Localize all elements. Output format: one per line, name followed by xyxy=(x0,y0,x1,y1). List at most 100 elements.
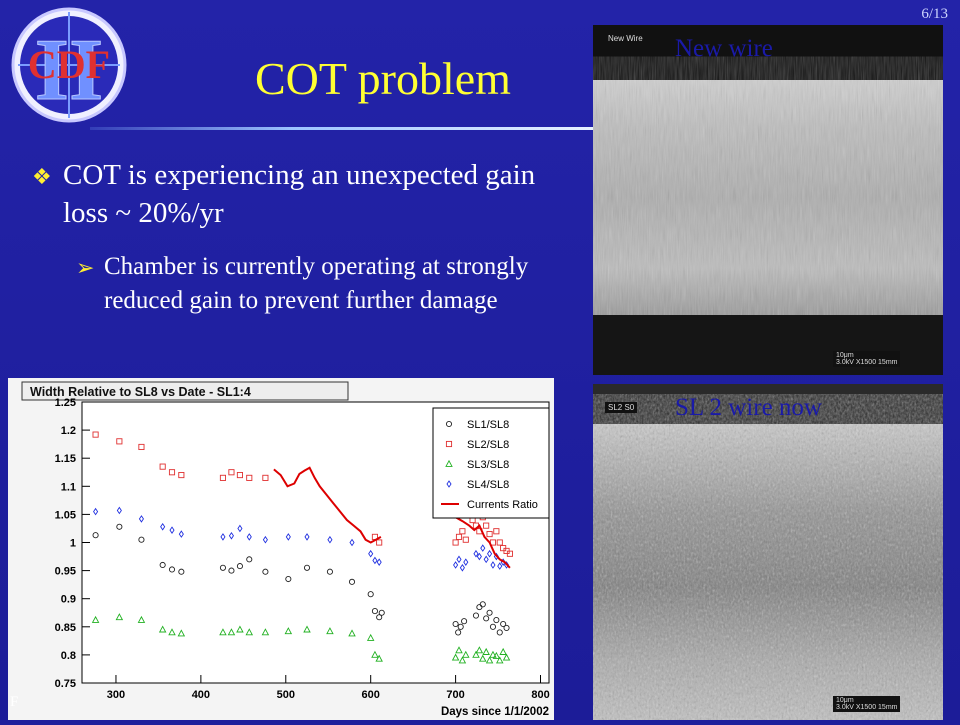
data-point xyxy=(473,549,479,558)
title-divider-line xyxy=(90,127,595,130)
logo-numeral: II xyxy=(35,22,104,119)
data-point xyxy=(500,620,507,628)
data-point xyxy=(262,535,268,544)
data-point xyxy=(219,564,226,571)
data-point xyxy=(227,628,236,636)
y-tick-label: 0.85 xyxy=(55,622,76,634)
data-point xyxy=(489,623,497,630)
data-point xyxy=(137,615,146,623)
data-point xyxy=(453,561,459,569)
data-point xyxy=(496,629,503,636)
data-point xyxy=(169,526,175,534)
data-point xyxy=(492,651,501,659)
data-point xyxy=(285,533,291,541)
new-wire-tag: New Wire xyxy=(605,33,646,44)
data-point xyxy=(304,533,310,541)
data-point xyxy=(452,620,459,628)
data-point xyxy=(462,536,469,543)
new-wire-image xyxy=(593,25,943,375)
data-point xyxy=(368,549,374,558)
data-point xyxy=(159,463,166,470)
x-tick-label: 800 xyxy=(531,689,549,701)
data-point xyxy=(326,627,334,635)
data-point xyxy=(246,474,253,481)
data-point xyxy=(496,656,504,664)
data-point xyxy=(178,472,185,479)
data-point xyxy=(246,556,253,563)
data-point xyxy=(456,555,462,564)
chart-title: Width Relative to SL8 vs Date - SL1:4 xyxy=(30,385,251,399)
sl2-wire-label: SL 2 wire now xyxy=(675,394,822,421)
data-point xyxy=(499,647,507,655)
data-point xyxy=(303,625,311,633)
series-line-currents-ratio xyxy=(273,466,382,544)
data-point xyxy=(177,629,186,637)
data-point xyxy=(219,628,227,636)
data-point xyxy=(446,480,452,488)
data-point xyxy=(472,650,480,658)
data-point xyxy=(371,650,379,658)
data-point xyxy=(116,438,123,445)
data-point xyxy=(262,568,269,575)
bullet-text: COT is experiencing an unexpected gain l… xyxy=(63,159,536,229)
legend-label: SL4/SL8 xyxy=(467,479,509,491)
data-point xyxy=(462,650,470,658)
x-axis-label: Days since 1/1/2002 xyxy=(441,706,549,718)
data-point xyxy=(483,522,490,529)
data-point xyxy=(326,568,333,575)
y-tick-label: 1.1 xyxy=(61,481,76,493)
data-point xyxy=(376,614,383,621)
data-point xyxy=(116,523,123,530)
y-tick-label: 0.75 xyxy=(55,678,76,690)
sl2-wire-micrograph: SL2 S0 SL 2 wire now 10μm 3.0kV X1500 15m… xyxy=(593,384,943,720)
chart-title-box xyxy=(21,381,349,401)
data-point xyxy=(487,549,493,558)
data-point xyxy=(503,624,510,631)
data-point xyxy=(245,628,254,636)
data-point xyxy=(496,539,503,546)
data-point xyxy=(455,646,463,654)
y-tick-label: 0.9 xyxy=(61,594,76,606)
data-point xyxy=(493,617,500,624)
sl2-wire-image xyxy=(593,384,943,720)
data-point xyxy=(463,558,469,566)
y-tick-label: 1.05 xyxy=(55,509,76,521)
data-point xyxy=(138,536,145,543)
y-tick-label: 1.2 xyxy=(61,425,76,437)
sl2-wire-scalebar: 10μm 3.0kV X1500 15mm xyxy=(833,696,901,712)
data-point xyxy=(303,564,311,571)
data-point xyxy=(493,528,500,535)
data-point xyxy=(228,567,235,574)
data-point xyxy=(228,469,235,476)
new-wire-micrograph: New Wire New wire 10μm 3.0kV X1500 15mm xyxy=(593,25,943,375)
legend-label: SL1/SL8 xyxy=(467,419,509,431)
data-point xyxy=(366,633,375,641)
data-point xyxy=(375,654,383,662)
data-point xyxy=(91,615,100,623)
logo-text: CDF xyxy=(28,42,110,87)
bullet-level-2: ➢ Chamber is currently operating at stro… xyxy=(76,250,556,318)
data-point xyxy=(168,566,176,573)
data-point xyxy=(349,538,355,547)
data-point xyxy=(236,563,243,570)
data-point xyxy=(489,650,497,658)
footer-fragment: F xyxy=(10,694,19,710)
data-point xyxy=(452,539,459,546)
x-tick-label: 400 xyxy=(192,689,210,701)
data-point xyxy=(483,615,490,622)
data-point xyxy=(459,528,466,535)
data-point xyxy=(228,531,234,540)
y-tick-label: 1.25 xyxy=(55,397,76,409)
series-line-currents-ratio xyxy=(455,516,511,569)
data-point xyxy=(458,656,467,664)
data-point xyxy=(455,629,462,636)
legend-label: SL3/SL8 xyxy=(467,459,509,471)
data-point xyxy=(284,627,293,635)
data-point xyxy=(168,628,176,636)
data-point xyxy=(219,474,226,481)
chart-svg: Width Relative to SL8 vs Date - SL1:4 0.7… xyxy=(8,378,554,720)
data-point xyxy=(371,608,378,615)
y-tick-label: 0.95 xyxy=(55,566,76,578)
data-point xyxy=(485,656,494,664)
data-point xyxy=(479,654,487,662)
